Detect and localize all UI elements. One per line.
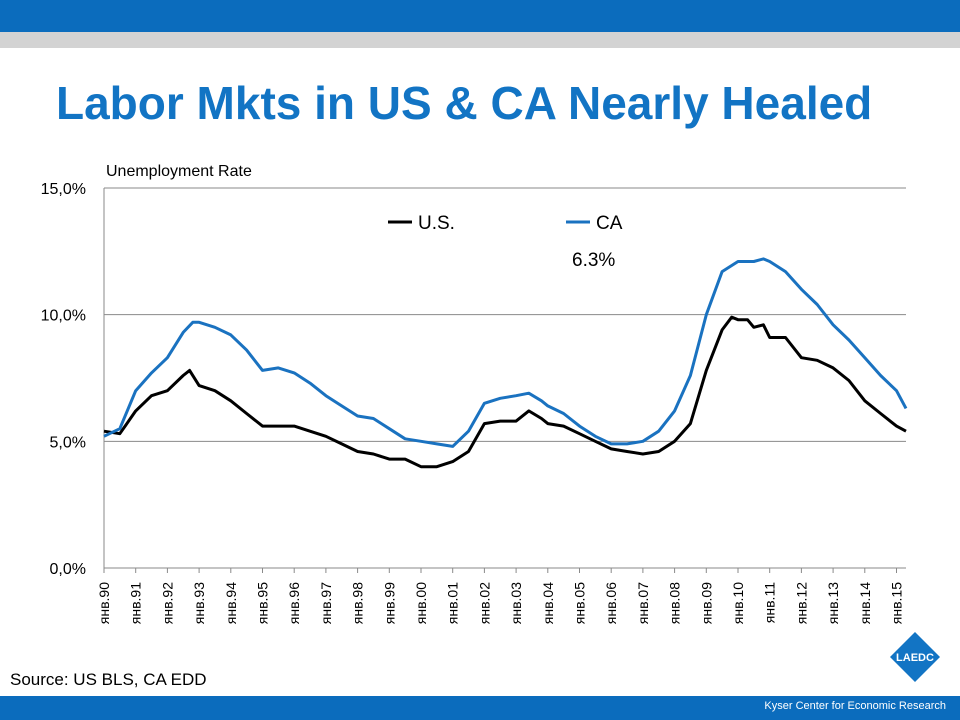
- x-tick-label: янв.12: [793, 582, 809, 624]
- x-tick-label: янв.03: [508, 582, 524, 624]
- y-tick-label: 5,0%: [50, 434, 86, 451]
- legend-label: CA: [596, 213, 623, 234]
- x-tick-label: янв.15: [888, 582, 904, 624]
- x-tick-label: янв.04: [540, 582, 556, 624]
- x-tick-label: янв.93: [191, 582, 207, 624]
- bottom-banner: [0, 696, 960, 720]
- x-tick-label: янв.07: [635, 582, 651, 624]
- chart-grid: [104, 187, 906, 442]
- y-tick-label: 10,0%: [41, 308, 86, 325]
- annotation-label: 6.3%: [572, 250, 615, 271]
- x-tick-label: янв.02: [476, 582, 492, 624]
- x-tick-label: янв.90: [96, 582, 112, 624]
- legend-label: U.S.: [418, 213, 455, 234]
- x-tick-label: янв.95: [254, 582, 270, 624]
- x-tick-label: янв.08: [667, 582, 683, 624]
- x-tick-label: янв.98: [350, 582, 366, 624]
- x-tick-label: янв.92: [159, 582, 175, 624]
- laedc-logo: LAEDC: [890, 632, 940, 682]
- chart-axes: [103, 188, 906, 573]
- top-banner: [0, 0, 960, 32]
- x-tick-label: янв.06: [603, 582, 619, 624]
- x-tick-label: янв.14: [857, 582, 873, 624]
- x-tick-label: янв.13: [825, 582, 841, 624]
- chart-labels: 0,0% 5,0% 10,0% 15,0% янв.90 янв.91 янв.92 янв.…: [41, 163, 905, 624]
- y-tick-label: 15,0%: [41, 181, 86, 198]
- slide-title: Labor Mkts in US & CA Nearly Healed: [56, 77, 873, 129]
- x-tick-label: янв.01: [445, 582, 461, 624]
- x-tick-label: янв.00: [413, 582, 429, 624]
- x-tick-label: янв.94: [223, 582, 239, 624]
- y-tick-label: 0,0%: [50, 561, 86, 578]
- x-tick-label: янв.10: [730, 582, 746, 624]
- footer-credit: Kyser Center for Economic Research: [764, 700, 946, 712]
- x-tick-label: янв.09: [698, 582, 714, 624]
- x-tick-label: янв.96: [286, 582, 302, 624]
- x-tick-label: янв.99: [381, 582, 397, 624]
- source-note: Source: US BLS, CA EDD: [10, 670, 207, 689]
- x-tick-label: янв.11: [762, 582, 778, 623]
- chart-series: [103, 257, 908, 469]
- x-tick-label: янв.97: [318, 582, 334, 624]
- series-line-us: [103, 315, 907, 469]
- y-axis-title: Unemployment Rate: [106, 163, 252, 180]
- x-tick-label: янв.91: [128, 582, 144, 624]
- logo-text: LAEDC: [896, 652, 934, 664]
- top-stripe: [0, 32, 960, 48]
- line-chart: 0,0% 5,0% 10,0% 15,0% янв.90 янв.91 янв.92 янв.…: [41, 163, 908, 624]
- x-tick-label: янв.05: [571, 582, 587, 624]
- series-line-ca: [103, 257, 908, 448]
